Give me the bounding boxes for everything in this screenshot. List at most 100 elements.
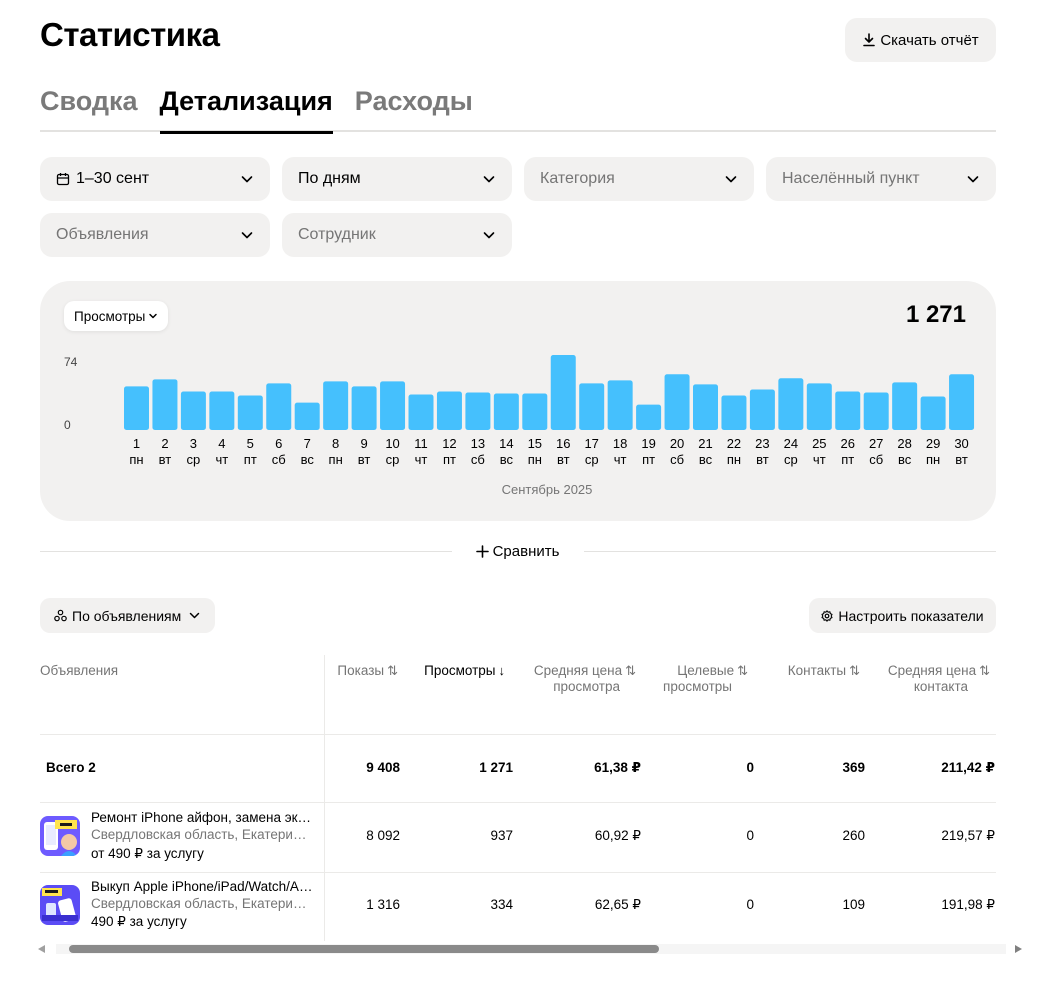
gear-icon [821, 609, 833, 622]
total-avg-contact-price: 211,42 ₽ [941, 760, 995, 775]
ad-thumbnail[interactable] [40, 816, 80, 856]
chart-bar[interactable] [949, 374, 975, 430]
x-weekday-label: пт [244, 452, 257, 467]
chart-bar[interactable] [323, 381, 349, 430]
ad-image-repair [40, 816, 80, 856]
x-weekday-label: пн [926, 452, 940, 467]
x-weekday-label: вс [699, 452, 713, 467]
granularity-value: По дням [298, 170, 361, 187]
x-tick-label: 5 [247, 436, 254, 451]
ad-price: от 490 ₽ за услугу [91, 846, 204, 861]
tab-expenses[interactable]: Расходы [354, 86, 473, 116]
chart-bar[interactable] [835, 391, 861, 430]
category-select[interactable]: Категория [524, 157, 754, 201]
column-header-views[interactable]: Просмотры ↓ [388, 663, 505, 679]
column-header-impressions[interactable]: Показы ⇅ [290, 663, 398, 679]
chart-bar[interactable] [550, 355, 576, 430]
cell-target-views: 0 [746, 897, 754, 912]
y-tick-label: 74 [64, 355, 78, 369]
bar-chart: 7401пн2вт3ср4чт5пт6сб7вс8пн9вт10ср11чт12… [64, 355, 975, 497]
x-tick-label: 28 [897, 436, 911, 451]
compare-button[interactable]: Сравнить [470, 540, 565, 562]
x-tick-label: 2 [161, 436, 168, 451]
locality-placeholder: Населённый пункт [782, 170, 920, 187]
chart-bar[interactable] [749, 389, 775, 430]
x-weekday-label: вс [500, 452, 514, 467]
cell-avg-view-price: 60,92 ₽ [594, 828, 641, 843]
chart-bar[interactable] [351, 386, 377, 430]
x-weekday-label: вт [955, 452, 968, 467]
chart-bar[interactable] [806, 383, 832, 430]
column-header-avg-view-price[interactable]: Средняя цена ⇅ просмотра [510, 663, 636, 695]
cell-target-views: 0 [746, 828, 754, 843]
chart-bar[interactable] [209, 391, 235, 430]
chart-bar[interactable] [237, 395, 263, 430]
column-header-contacts[interactable]: Контакты ⇅ [760, 663, 860, 679]
configure-metrics-button[interactable]: Настроить показатели [809, 598, 996, 633]
locality-select[interactable]: Населённый пункт [766, 157, 996, 201]
chart-bar[interactable] [266, 383, 292, 430]
chart-bar[interactable] [522, 393, 548, 430]
x-tick-label: 23 [755, 436, 769, 451]
x-weekday-label: вт [557, 452, 570, 467]
chevron-down-icon [725, 176, 737, 183]
chart-bar[interactable] [465, 392, 491, 431]
cell-avg-contact-price: 219,57 ₽ [941, 828, 995, 843]
chart-bar[interactable] [636, 404, 662, 430]
x-weekday-label: вт [159, 452, 172, 467]
column-header-label: Целевые [677, 663, 735, 678]
chart-bar[interactable] [579, 383, 605, 430]
period-select[interactable]: 1–30 сент [40, 157, 270, 201]
chart-bar[interactable] [124, 386, 149, 430]
employee-select[interactable]: Сотрудник [282, 213, 512, 257]
x-weekday-label: пн [528, 452, 542, 467]
chart-bar[interactable] [436, 391, 462, 430]
granularity-select[interactable]: По дням [282, 157, 512, 201]
metric-label: Просмотры [74, 308, 146, 324]
chart-bar[interactable] [408, 394, 434, 430]
total-avg-view-price: 61,38 ₽ [594, 760, 641, 775]
chart-bar[interactable] [664, 374, 690, 430]
divider [584, 551, 996, 552]
period-value: 1–30 сент [76, 170, 150, 187]
metric-select[interactable]: Просмотры [64, 301, 169, 331]
scroll-left-arrow[interactable] [38, 945, 45, 953]
column-header-label-line2: просмотра [553, 679, 620, 694]
scrollbar-thumb[interactable] [69, 945, 659, 953]
chart-bar[interactable] [180, 391, 206, 430]
chart-bar[interactable] [380, 381, 406, 430]
chart-bar[interactable] [294, 402, 320, 430]
tab-details[interactable]: Детализация [159, 86, 334, 134]
grouping-select[interactable]: По объявлениям [40, 598, 215, 633]
chevron-down-icon [483, 176, 495, 183]
tab-summary[interactable]: Сводка [40, 86, 138, 116]
ad-thumbnail[interactable] [40, 885, 80, 925]
column-header-target-views[interactable]: Целевые ⇅ просмотры [640, 663, 748, 695]
scroll-right-arrow[interactable] [1015, 945, 1022, 953]
ad-price: 490 ₽ за услугу [91, 914, 187, 929]
chart-bar[interactable] [152, 379, 178, 430]
chart-bar[interactable] [493, 393, 519, 430]
chart-bar[interactable] [892, 382, 918, 430]
column-header-avg-contact-price[interactable]: Средняя цена ⇅ контакта [872, 663, 990, 695]
sort-icon: ⇅ [979, 663, 990, 678]
chart-bar[interactable] [920, 396, 946, 430]
ad-title[interactable]: Ремонт iPhone айфон, замена экрана [91, 810, 313, 825]
download-report-button[interactable]: Скачать отчёт [845, 18, 996, 62]
ad-title[interactable]: Выкуп Apple iPhone/iPad/Watch/AirPods [91, 879, 313, 894]
compare-label: Сравнить [492, 542, 560, 560]
download-report-label: Скачать отчёт [880, 31, 979, 49]
chart-bar[interactable] [721, 395, 747, 430]
x-weekday-label: пн [727, 452, 741, 467]
column-header-label: Показы [337, 663, 385, 678]
x-weekday-label: чт [614, 452, 627, 467]
horizontal-scrollbar[interactable] [36, 941, 1024, 957]
chart-bar[interactable] [863, 392, 889, 431]
ads-select[interactable]: Объявления [40, 213, 270, 257]
chart-bar[interactable] [607, 380, 633, 430]
chart-bar[interactable] [693, 384, 718, 430]
x-tick-label: 30 [954, 436, 968, 451]
grouping-label: По объявлениям [72, 607, 182, 624]
column-header-ads: Объявления [40, 663, 119, 678]
chart-bar[interactable] [778, 378, 804, 430]
